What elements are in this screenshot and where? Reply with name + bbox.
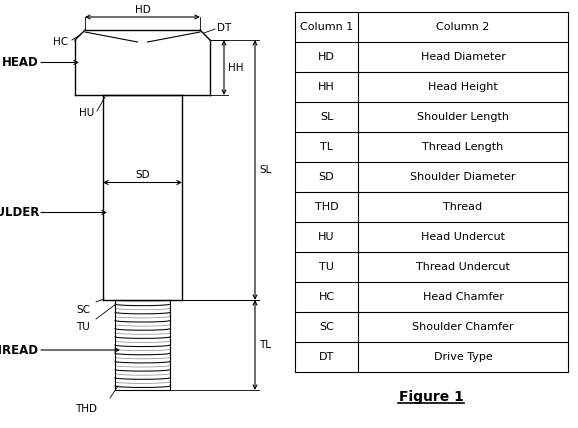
Text: HD: HD <box>135 5 150 15</box>
Text: SD: SD <box>135 169 150 179</box>
Text: Drive Type: Drive Type <box>434 352 492 362</box>
Text: THD: THD <box>314 202 338 212</box>
Text: Thread Undercut: Thread Undercut <box>416 262 510 272</box>
Text: HU: HU <box>79 108 94 118</box>
Text: Thread: Thread <box>443 202 483 212</box>
Text: HC: HC <box>318 292 335 302</box>
Text: Head Chamfer: Head Chamfer <box>423 292 503 302</box>
Text: TL: TL <box>320 142 333 152</box>
Text: THD: THD <box>75 404 97 414</box>
Text: Head Height: Head Height <box>428 82 498 92</box>
Text: Column 2: Column 2 <box>436 22 490 32</box>
Text: Shoulder Diameter: Shoulder Diameter <box>410 172 516 182</box>
Text: HEAD: HEAD <box>2 56 39 69</box>
Text: SL: SL <box>259 165 272 175</box>
Text: Shoulder Length: Shoulder Length <box>417 112 509 122</box>
Text: TU: TU <box>319 262 334 272</box>
Text: Figure 1: Figure 1 <box>399 390 464 404</box>
Text: SHOULDER: SHOULDER <box>0 206 39 219</box>
Text: Column 1: Column 1 <box>300 22 353 32</box>
Text: TL: TL <box>259 340 271 350</box>
Text: SC: SC <box>76 305 90 315</box>
Text: SD: SD <box>318 172 334 182</box>
Text: HU: HU <box>318 232 335 242</box>
Text: SL: SL <box>320 112 333 122</box>
Text: THREAD: THREAD <box>0 344 39 357</box>
Text: Shoulder Chamfer: Shoulder Chamfer <box>412 322 514 332</box>
Text: DT: DT <box>319 352 334 362</box>
Text: HH: HH <box>228 62 243 72</box>
Text: TU: TU <box>76 322 90 332</box>
Text: Head Undercut: Head Undercut <box>421 232 505 242</box>
Text: HC: HC <box>53 37 68 47</box>
Text: HH: HH <box>318 82 335 92</box>
Text: SC: SC <box>319 322 334 332</box>
Text: HD: HD <box>318 52 335 62</box>
Text: DT: DT <box>217 23 231 33</box>
Text: Head Diameter: Head Diameter <box>421 52 505 62</box>
Text: Thread Length: Thread Length <box>423 142 503 152</box>
